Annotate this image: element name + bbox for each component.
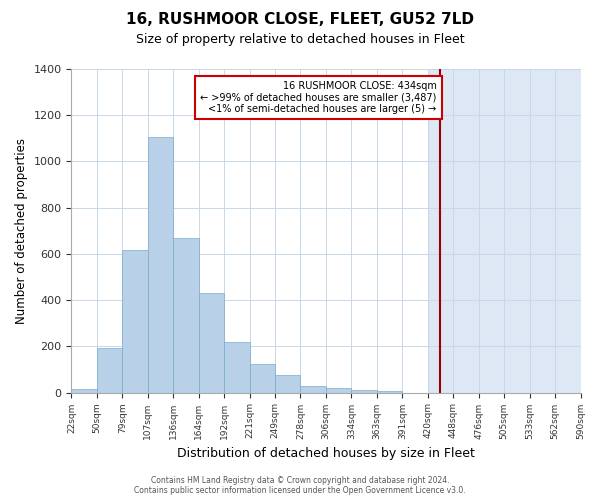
X-axis label: Distribution of detached houses by size in Fleet: Distribution of detached houses by size … bbox=[177, 447, 475, 460]
Text: 16, RUSHMOOR CLOSE, FLEET, GU52 7LD: 16, RUSHMOOR CLOSE, FLEET, GU52 7LD bbox=[126, 12, 474, 28]
Bar bbox=[428, 69, 581, 392]
Bar bbox=[97, 348, 122, 393]
Bar bbox=[352, 390, 377, 392]
Bar bbox=[122, 250, 148, 392]
Bar bbox=[275, 375, 301, 392]
Bar bbox=[224, 342, 250, 392]
Text: Contains HM Land Registry data © Crown copyright and database right 2024.
Contai: Contains HM Land Registry data © Crown c… bbox=[134, 476, 466, 495]
Text: Size of property relative to detached houses in Fleet: Size of property relative to detached ho… bbox=[136, 32, 464, 46]
Bar bbox=[250, 364, 275, 392]
Bar bbox=[148, 137, 173, 392]
Bar bbox=[199, 293, 224, 392]
Bar bbox=[301, 386, 326, 392]
Bar bbox=[71, 389, 97, 392]
Text: 16 RUSHMOOR CLOSE: 434sqm
← >99% of detached houses are smaller (3,487)
<1% of s: 16 RUSHMOOR CLOSE: 434sqm ← >99% of deta… bbox=[200, 80, 437, 114]
Bar bbox=[173, 238, 199, 392]
Bar bbox=[326, 388, 352, 392]
Y-axis label: Number of detached properties: Number of detached properties bbox=[15, 138, 28, 324]
